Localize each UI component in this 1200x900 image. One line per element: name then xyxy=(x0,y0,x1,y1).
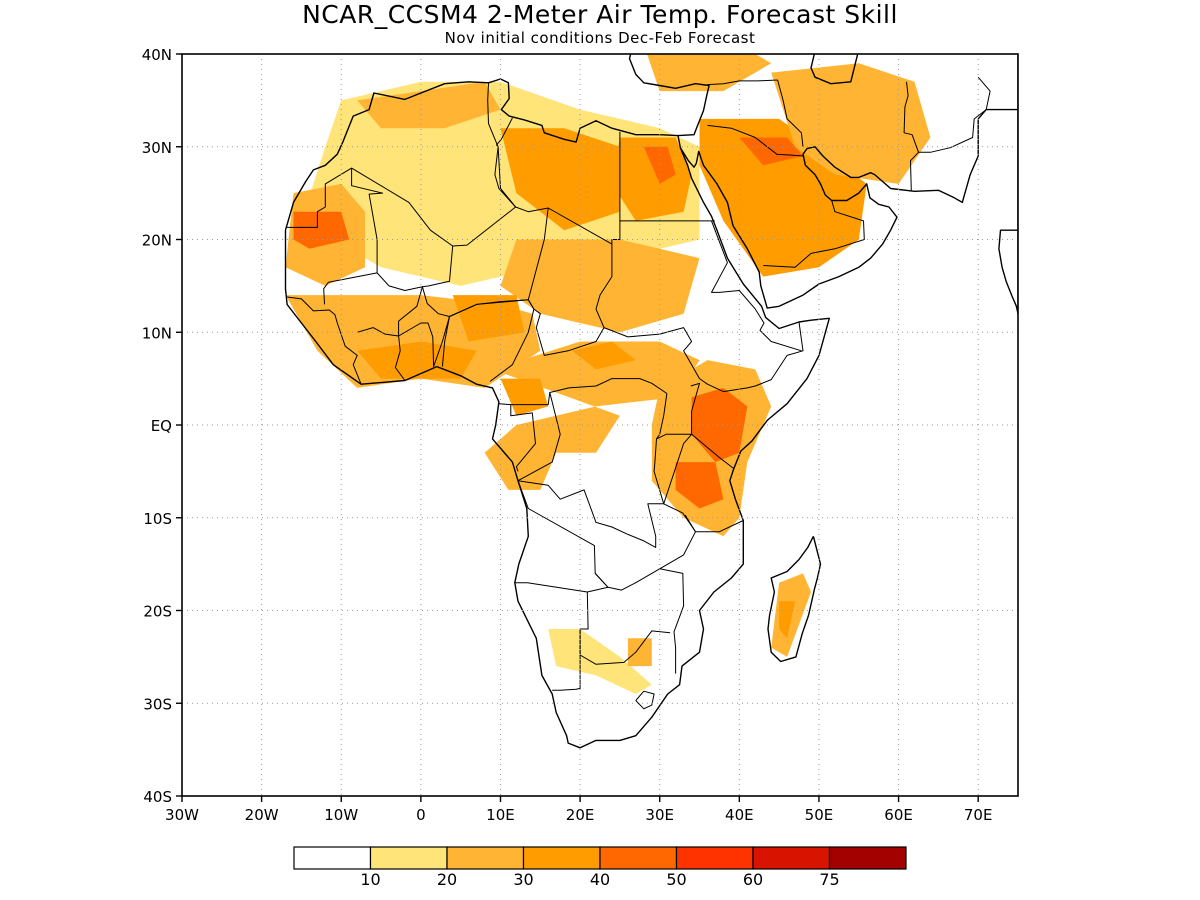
skill-region-kenya-core xyxy=(691,387,748,463)
y-tick-label: 30N xyxy=(142,139,172,157)
chart-title: NCAR_CCSM4 2-Meter Air Temp. Forecast Sk… xyxy=(302,0,898,29)
border-cameroon-congo xyxy=(498,378,668,406)
chart-subtitle: Nov initial conditions Dec-Feb Forecast xyxy=(444,29,756,47)
skill-region-egypt xyxy=(611,137,692,221)
colorbar-bin xyxy=(752,846,831,870)
colorbar: 10 20 30 40 50 60 75 xyxy=(293,846,907,889)
colorbar-label: 50 xyxy=(666,870,686,889)
border-chad-sudan xyxy=(527,244,613,356)
coastline-madagascar xyxy=(767,535,822,663)
x-tick-label: 20W xyxy=(245,806,279,824)
x-tick-label: 50E xyxy=(805,806,834,824)
border-west-sahara-mauritania xyxy=(285,167,384,305)
skill-region-madagascar-core xyxy=(779,601,796,639)
axis-ticks: 30W 20W 10W 0 10E 20E 30E 40E 50E 60E 70E 40N 30N 20N… xyxy=(142,46,993,824)
coastline-layer xyxy=(284,54,1018,749)
skill-region-iran xyxy=(771,63,931,184)
y-tick-label: 10S xyxy=(143,510,172,528)
colorbar-bin xyxy=(522,846,601,870)
border-ethiopia-eritrea xyxy=(711,220,802,352)
skill-region-central-sahara xyxy=(500,128,620,231)
skill-region-botswana-core xyxy=(627,638,652,667)
border-zambia-zim xyxy=(594,514,696,591)
colorbar-label: 75 xyxy=(819,870,839,889)
x-tick-label: 10W xyxy=(324,806,358,824)
border-mali-west-africa xyxy=(376,272,423,381)
gridline-layer xyxy=(182,54,1018,796)
y-tick-label: 40N xyxy=(142,46,172,64)
border-saudi-yemen xyxy=(763,200,865,268)
colorbar-label: 60 xyxy=(743,870,763,889)
border-niger-chad xyxy=(421,207,549,317)
skill-region-iraq-core xyxy=(739,137,803,166)
skill-region-tanzania-core xyxy=(675,462,724,509)
colorbar-label: 10 xyxy=(360,870,380,889)
border-lesotho xyxy=(635,690,655,710)
colorbar-bin xyxy=(675,846,754,870)
skill-region-guinea-core xyxy=(357,341,477,379)
y-tick-label: EQ xyxy=(151,417,172,435)
border-tanzania-south xyxy=(656,433,744,533)
x-tick-label: 30W xyxy=(165,806,199,824)
colorbar-label: 20 xyxy=(437,870,457,889)
y-tick-label: 40S xyxy=(143,788,172,806)
skill-region-cameroon-core xyxy=(500,378,549,416)
border-nigeria-cameroon xyxy=(441,299,535,382)
colorbar-bin xyxy=(369,846,448,870)
colorbar-bin xyxy=(599,846,678,870)
y-tick-label: 20S xyxy=(143,603,172,621)
border-iraq-iran xyxy=(777,79,804,147)
y-tick-label: 30S xyxy=(143,695,172,713)
skill-region-egypt-core xyxy=(643,146,676,184)
border-drc-east xyxy=(517,392,668,548)
colorbar-label: 30 xyxy=(513,870,533,889)
border-iran-pakistan xyxy=(903,81,919,192)
border-gabon-congo xyxy=(510,404,536,472)
y-tick-label: 20N xyxy=(142,232,172,250)
x-tick-label: 0 xyxy=(416,806,426,824)
skill-region-chad-sudan xyxy=(500,239,700,333)
skill-region-car-core xyxy=(572,341,636,370)
skill-shading-layer xyxy=(285,54,931,694)
border-algeria-south xyxy=(351,82,517,247)
border-uganda-kenya xyxy=(690,382,735,469)
border-ivory-burkina xyxy=(357,316,450,368)
skill-region-southern-africa xyxy=(548,629,652,694)
y-tick-label: 10N xyxy=(142,324,172,342)
x-tick-label: 40E xyxy=(725,806,754,824)
border-mozambique xyxy=(659,568,685,674)
colorbar-bin xyxy=(828,846,907,870)
border-arabia-states xyxy=(707,124,804,157)
coastline-arabia-levant xyxy=(628,54,1018,315)
colorbar-bin xyxy=(293,846,372,870)
border-afghanistan-pakistan xyxy=(918,76,991,153)
colorbar-label: 40 xyxy=(590,870,610,889)
skill-region-north-coast xyxy=(357,81,501,129)
skill-region-turkey xyxy=(646,54,772,92)
border-turkey-syria xyxy=(707,79,778,86)
border-botswana-sa xyxy=(579,591,671,665)
x-tick-label: 30E xyxy=(645,806,674,824)
colorbar-bin xyxy=(446,846,525,870)
x-tick-label: 70E xyxy=(964,806,993,824)
x-tick-label: 20E xyxy=(566,806,595,824)
x-tick-label: 10E xyxy=(486,806,515,824)
border-libya xyxy=(496,117,621,245)
border-senegal-guinea xyxy=(287,296,362,385)
x-tick-label: 60E xyxy=(884,806,913,824)
